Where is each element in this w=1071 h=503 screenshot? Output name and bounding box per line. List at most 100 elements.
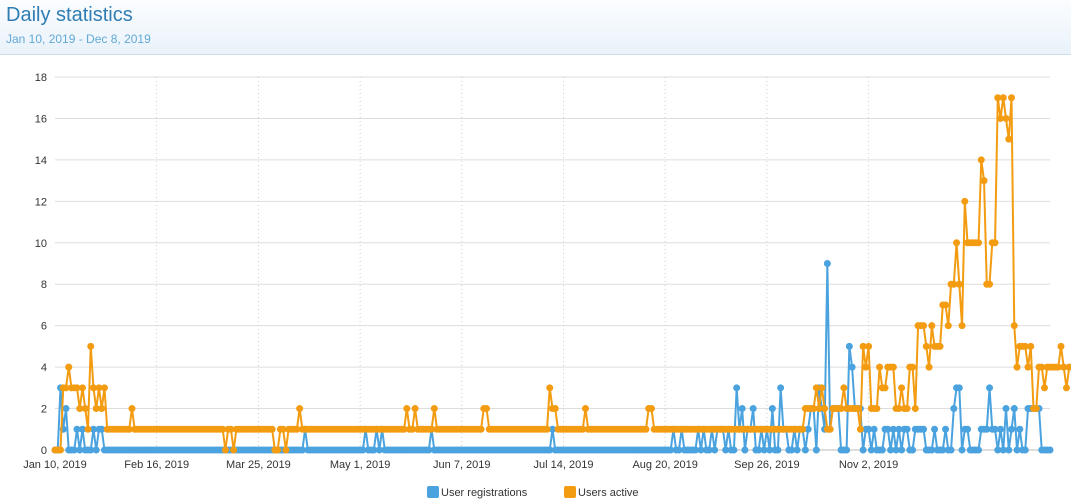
data-point[interactable] [942, 301, 950, 309]
data-point[interactable] [738, 405, 746, 413]
data-point[interactable] [57, 446, 64, 454]
data-point[interactable] [65, 363, 73, 371]
data-point[interactable] [92, 405, 100, 413]
data-point[interactable] [889, 425, 897, 433]
data-point[interactable] [1057, 342, 1065, 350]
data-point[interactable] [928, 322, 936, 330]
data-point[interactable] [647, 405, 655, 413]
data-point[interactable] [889, 363, 897, 371]
data-point[interactable] [760, 446, 768, 454]
data-point[interactable] [100, 384, 108, 392]
data-point[interactable] [810, 405, 818, 413]
data-point[interactable] [579, 425, 587, 433]
data-point[interactable] [1041, 384, 1048, 392]
data-point[interactable] [1032, 405, 1040, 413]
data-point[interactable] [730, 446, 738, 454]
data-point[interactable] [898, 446, 906, 454]
data-point[interactable] [983, 425, 991, 433]
data-point[interactable] [911, 405, 919, 413]
data-point[interactable] [546, 384, 554, 392]
data-point[interactable] [581, 405, 589, 413]
data-point[interactable] [870, 425, 878, 433]
data-point[interactable] [705, 446, 713, 454]
data-point[interactable] [818, 384, 826, 392]
data-point[interactable] [62, 405, 70, 413]
data-point[interactable] [958, 446, 966, 454]
data-point[interactable] [854, 405, 862, 413]
data-point[interactable] [980, 177, 988, 185]
data-point[interactable] [551, 405, 559, 413]
data-point[interactable] [812, 384, 820, 392]
legend-item-users-active[interactable]: Users active [564, 486, 639, 499]
data-point[interactable] [867, 446, 875, 454]
data-point[interactable] [887, 446, 895, 454]
data-point[interactable] [865, 342, 873, 350]
data-point[interactable] [895, 405, 903, 413]
data-point[interactable] [78, 425, 86, 433]
data-point[interactable] [428, 425, 436, 433]
data-point[interactable] [768, 405, 776, 413]
data-point[interactable] [430, 405, 438, 413]
data-point[interactable] [944, 322, 952, 330]
data-point[interactable] [873, 405, 881, 413]
data-point[interactable] [78, 384, 86, 392]
data-point[interactable] [1024, 363, 1032, 371]
data-point[interactable] [826, 425, 834, 433]
data-point[interactable] [1027, 342, 1035, 350]
data-point[interactable] [994, 446, 1002, 454]
data-point[interactable] [766, 446, 774, 454]
data-point[interactable] [999, 446, 1007, 454]
data-point[interactable] [840, 384, 848, 392]
data-point[interactable] [848, 363, 856, 371]
data-point[interactable] [293, 425, 301, 433]
data-point[interactable] [70, 446, 78, 454]
data-point[interactable] [964, 425, 972, 433]
data-point[interactable] [733, 384, 741, 392]
data-point[interactable] [845, 342, 853, 350]
data-point[interactable] [268, 425, 276, 433]
data-point[interactable] [370, 446, 378, 454]
data-point[interactable] [230, 446, 238, 454]
data-point[interactable] [221, 446, 229, 454]
data-point[interactable] [865, 425, 873, 433]
data-point[interactable] [642, 425, 650, 433]
data-point[interactable] [892, 446, 900, 454]
data-point[interactable] [856, 425, 864, 433]
data-point[interactable] [95, 384, 103, 392]
data-point[interactable] [543, 425, 551, 433]
data-point[interactable] [815, 405, 823, 413]
data-point[interactable] [884, 425, 892, 433]
data-point[interactable] [859, 342, 867, 350]
data-point[interactable] [997, 114, 1005, 122]
data-point[interactable] [812, 446, 820, 454]
data-point[interactable] [279, 425, 287, 433]
data-point[interactable] [62, 384, 70, 392]
data-point[interactable] [909, 446, 917, 454]
data-point[interactable] [73, 384, 81, 392]
data-point[interactable] [903, 425, 911, 433]
data-point[interactable] [76, 405, 84, 413]
data-point[interactable] [920, 322, 928, 330]
data-point[interactable] [903, 405, 911, 413]
data-point[interactable] [793, 446, 801, 454]
data-point[interactable] [942, 425, 950, 433]
data-point[interactable] [777, 384, 785, 392]
data-point[interactable] [1013, 446, 1021, 454]
data-point[interactable] [947, 446, 955, 454]
data-point[interactable] [804, 425, 812, 433]
data-point[interactable] [128, 405, 136, 413]
data-point[interactable] [931, 425, 939, 433]
data-point[interactable] [89, 384, 97, 392]
data-point[interactable] [546, 446, 554, 454]
data-point[interactable] [991, 425, 999, 433]
data-point[interactable] [98, 425, 106, 433]
data-point[interactable] [823, 260, 831, 267]
data-point[interactable] [1005, 135, 1013, 143]
data-point[interactable] [667, 446, 675, 454]
data-point[interactable] [81, 405, 89, 413]
data-point[interactable] [749, 405, 757, 413]
data-point[interactable] [909, 363, 917, 371]
data-point[interactable] [961, 197, 969, 205]
data-point[interactable] [408, 425, 416, 433]
data-point[interactable] [483, 405, 491, 413]
